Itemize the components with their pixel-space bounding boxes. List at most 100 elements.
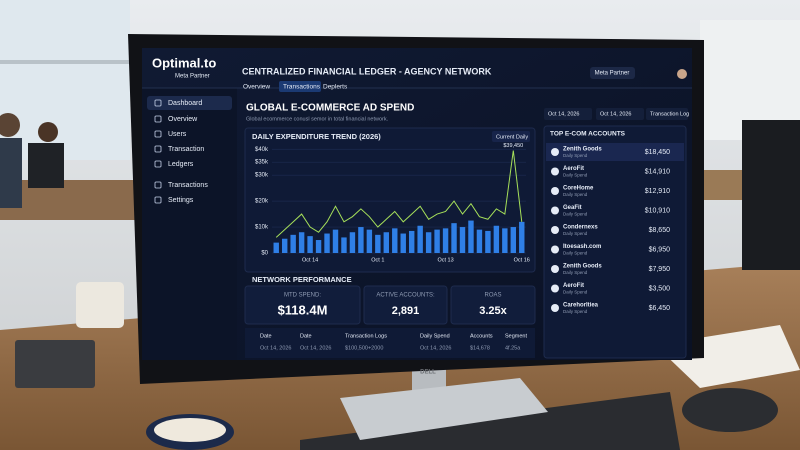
dropdown[interactable] [492, 131, 530, 142]
table-header: Segment [505, 333, 527, 339]
bar [358, 227, 364, 253]
tab[interactable]: Deplerts [323, 84, 348, 91]
account-value: $3,500 [649, 285, 671, 292]
bar [400, 233, 406, 253]
bar [298, 232, 305, 253]
bar [392, 228, 398, 253]
bar [332, 229, 339, 253]
account-icon [551, 226, 559, 234]
kpi-value: $118.4M [278, 302, 328, 317]
account-icon [551, 304, 559, 312]
tab-active [279, 81, 321, 92]
kpi-card [450, 285, 536, 325]
account-icon [551, 167, 559, 176]
bar [375, 234, 381, 253]
nav-icon [154, 181, 162, 189]
screen: Optimal.to Meta Partner CENTRALIZED FINANC… [142, 48, 692, 360]
nav-item[interactable]: Overview [168, 116, 198, 123]
bar [468, 220, 474, 253]
value-label: $39,450 [503, 143, 523, 149]
nav-icon [154, 130, 162, 138]
kpi-card [363, 285, 448, 325]
filter[interactable] [646, 108, 688, 120]
account-value: $12,910 [645, 188, 670, 195]
nav-item[interactable]: Transactions [168, 182, 208, 189]
bar [442, 228, 449, 253]
account-icon [551, 187, 559, 195]
filter-text: Oct 14, 2026 [548, 111, 580, 117]
y-tick-label: $10k [255, 225, 269, 231]
kpi-card [244, 285, 361, 325]
account-icon [551, 284, 559, 293]
bar [408, 230, 415, 253]
chart-title: DAILY EXPENDITURE TREND (2026) [252, 132, 381, 141]
main-subtitle: Global ecommerce conusl semor in total f… [246, 116, 389, 122]
account-value: $6,950 [649, 246, 671, 253]
nav-item[interactable]: Dashboard [168, 100, 202, 107]
table-cell: $14,678 [470, 345, 490, 351]
nav-icon [154, 99, 162, 107]
y-tick-label: $35k [255, 160, 269, 166]
account-name: Itoesash.com [563, 244, 601, 250]
nav-item[interactable]: Transaction [168, 146, 204, 153]
mouse [682, 388, 778, 432]
bar [307, 236, 313, 253]
chart-panel [244, 127, 536, 273]
perf-title: NETWORK PERFORMANCE [252, 275, 352, 284]
bar [383, 232, 390, 253]
account-sub: Daily Spend [563, 173, 588, 178]
account-value: $14,910 [645, 168, 670, 175]
tab[interactable]: Transactions [283, 84, 321, 91]
account-value: $10,910 [645, 207, 670, 214]
bar [341, 237, 347, 253]
header-title: CENTRALIZED FINANCIAL LEDGER - AGENCY NE… [242, 66, 492, 76]
account-sub: Daily Spend [563, 270, 588, 275]
account-name: Condernexs [563, 225, 598, 231]
bar [417, 225, 423, 253]
kpi-value: 2,891 [392, 305, 420, 317]
account-sub: Daily Spend [563, 231, 588, 236]
table-header: Date [300, 333, 312, 339]
account-name: AeroFit [563, 283, 584, 289]
brand: Optimal.to [152, 55, 216, 70]
filter[interactable] [596, 108, 644, 120]
account-sub: Daily Spend [563, 290, 588, 295]
kpi-label: MTD SPEND: [284, 293, 321, 299]
kpi-label: ACTIVE ACCOUNTS: [376, 293, 435, 299]
bar [290, 234, 296, 253]
table [245, 328, 535, 358]
x-tick-label: Oct 1 [371, 257, 384, 263]
bar [476, 229, 483, 253]
nav-icon [154, 145, 162, 153]
table-header: Daily Spend [420, 333, 450, 339]
bar [459, 227, 466, 253]
bar [510, 227, 517, 253]
y-tick-label: $40k [255, 147, 269, 153]
account-name: CoreHome [563, 186, 594, 192]
y-tick-label: $20k [255, 199, 269, 205]
account-name: AeroFit [563, 166, 584, 172]
window [0, 0, 130, 160]
side-monitor [742, 120, 800, 270]
nav-item[interactable]: Settings [168, 197, 194, 204]
trend-line [275, 150, 523, 238]
monitor-base [340, 378, 548, 440]
bar [425, 232, 432, 253]
nav-item[interactable]: Ledgers [168, 161, 194, 168]
table-header: Date [260, 333, 272, 339]
person [28, 143, 64, 188]
tab[interactable]: Overview [243, 84, 270, 91]
person [0, 113, 20, 137]
filter[interactable] [544, 108, 592, 120]
table-cell: Oct 14, 2026 [260, 345, 292, 351]
table-cell: 4f.25a [505, 345, 521, 351]
notebook [15, 340, 95, 388]
x-tick-label: Oct 14 [302, 257, 318, 263]
partner: Meta Partner [175, 74, 210, 80]
account-icon [551, 265, 559, 273]
account-value: $18,450 [645, 149, 670, 156]
nav-item[interactable]: Users [168, 131, 187, 138]
nav-icon [154, 196, 162, 204]
table-cell: Oct 14, 2026 [420, 345, 452, 351]
bar [434, 229, 440, 253]
